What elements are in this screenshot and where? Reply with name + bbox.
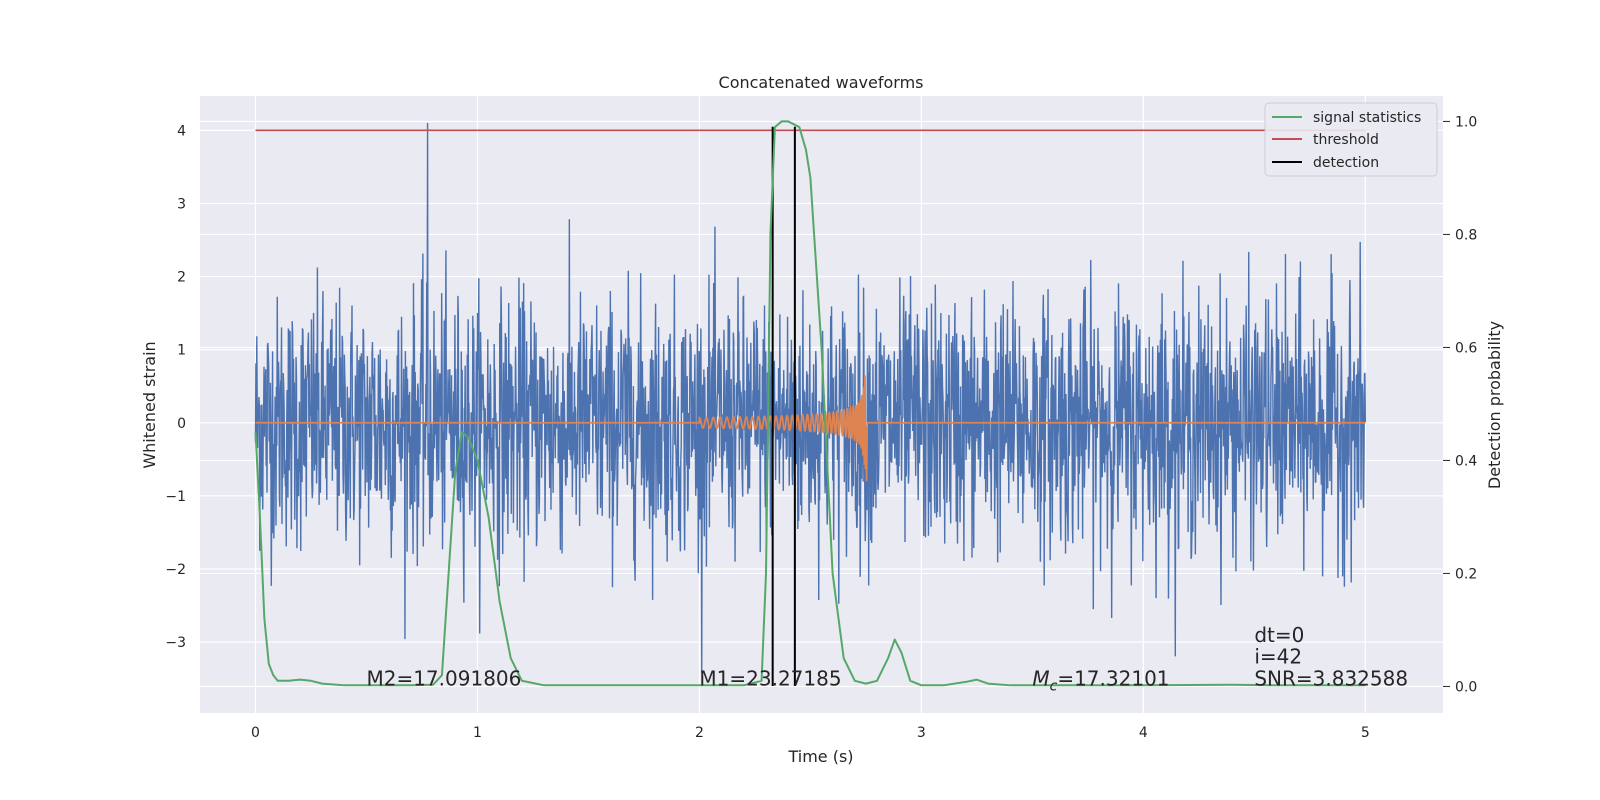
y-right-tick-label: 0.4 [1455, 453, 1477, 469]
y-right-tick-label: 0.8 [1455, 227, 1477, 243]
legend-label-signal-statistics: signal statistics [1313, 110, 1421, 126]
y-left-tick-label: 3 [177, 196, 186, 212]
annotation-text: M1=23.27185 [699, 667, 841, 691]
noise-line [254, 123, 1367, 673]
legend-box [1264, 102, 1438, 177]
annotation-text: M2=17.091806 [366, 667, 521, 691]
legend-label-detection: detection [1313, 155, 1379, 171]
signal-statistics-line [254, 120, 1366, 687]
y-left-tick-label: −1 [165, 489, 186, 505]
y-axis-label-right: Detection probability [1485, 321, 1504, 489]
y-left-tick-label: −3 [165, 635, 186, 651]
annotation-math-symbol: M [1032, 667, 1049, 691]
x-tick-label: 3 [917, 725, 926, 741]
y-axis-label-left: Whitened strain [140, 341, 159, 468]
series-layer [254, 120, 1367, 687]
y-left-tick-label: 2 [177, 270, 186, 286]
x-tick-label: 0 [251, 725, 260, 741]
template-chirp-line [255, 375, 1366, 482]
y-right-tick-label: 0.2 [1455, 566, 1477, 582]
legend-label-threshold: threshold [1313, 132, 1379, 148]
y-left-tick-label: 0 [177, 416, 186, 432]
y-left-tick-label: −2 [165, 562, 186, 578]
annotation-text: Mc=17.32101 [1032, 667, 1169, 695]
x-axis-label: Time (s) [787, 747, 853, 766]
annotation-text: SNR=3.832588 [1254, 667, 1408, 691]
annotations: M2=17.091806 M1=23.27185 Mc=17.32101 dt=0i=… [366, 623, 1408, 695]
y-left-tick-label: 1 [177, 343, 186, 359]
ticks-layer: 0 1 2 3 4 5 −3 −2 −1 0 1 2 3 4 0.0 0.2 0.4 0.6 0.8 1.0 [165, 114, 1477, 741]
x-tick-label: 1 [473, 725, 482, 741]
x-tick-label: 4 [1139, 725, 1148, 741]
annotation-value: =17.32101 [1057, 667, 1169, 691]
chart-title: Concatenated waveforms [719, 73, 924, 92]
annotation-text: i=42 [1254, 645, 1302, 669]
x-tick-label: 5 [1361, 725, 1370, 741]
y-right-tick-label: 0.0 [1455, 679, 1477, 695]
legend: signal statistics threshold detection [1264, 102, 1438, 177]
annotation-text: dt=0 [1254, 623, 1304, 647]
y-right-tick-label: 0.6 [1455, 340, 1477, 356]
x-tick-label: 2 [695, 725, 704, 741]
y-left-tick-label: 4 [177, 123, 186, 139]
annotation-math-subscript: c [1050, 679, 1058, 695]
y-right-tick-label: 1.0 [1455, 114, 1477, 130]
